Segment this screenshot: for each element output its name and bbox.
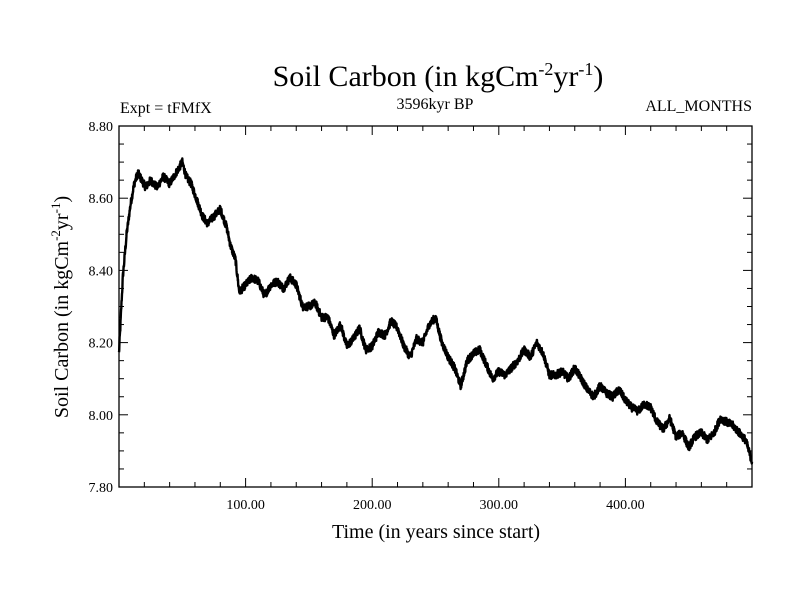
months-label: ALL_MONTHS: [645, 98, 752, 115]
y-axis-ticks: 7.80 8.00 8.20 8.40 8.60 8.80: [89, 120, 752, 496]
experiment-label: Expt = tFMfX: [120, 100, 212, 117]
y-tick-label: 8.00: [89, 409, 114, 424]
x-tick-label: 100.00: [226, 498, 265, 513]
period-label: 3596kyr BP: [397, 96, 474, 113]
x-axis-label: Time (in years since start): [332, 521, 540, 543]
chart-title: Soil Carbon (in kgCm-2yr-1): [273, 59, 604, 93]
x-tick-label: 200.00: [353, 498, 392, 513]
x-axis-ticks: 100.00 200.00 300.00 400.00: [143, 126, 728, 513]
y-tick-label: 7.80: [89, 481, 114, 496]
y-tick-label: 8.60: [89, 192, 114, 207]
y-axis-label: Soil Carbon (in kgCm-2yr-1): [48, 196, 73, 418]
y-tick-label: 8.20: [89, 337, 114, 352]
x-tick-label: 400.00: [606, 498, 645, 513]
series-line-soil-carbon: [117, 157, 754, 465]
x-tick-label: 300.00: [480, 498, 519, 513]
y-tick-label: 8.40: [89, 264, 114, 279]
y-tick-label: 8.80: [89, 120, 114, 135]
plot-frame: [118, 125, 753, 488]
